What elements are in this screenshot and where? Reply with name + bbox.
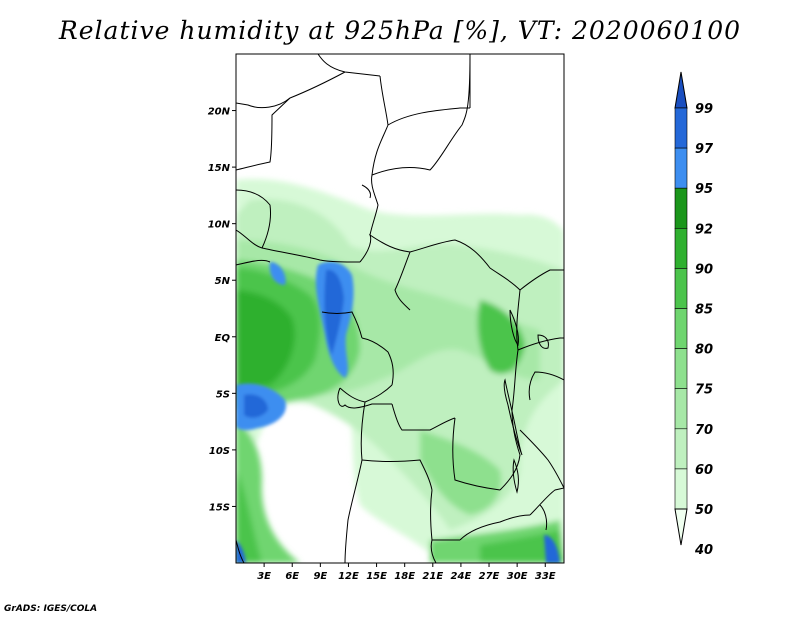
- colorbar-label: 85: [695, 303, 713, 318]
- plot-frame: [235, 53, 565, 564]
- lon-tick-label: 12E: [338, 571, 359, 582]
- colorbar-label: 50: [695, 503, 713, 518]
- map-title: Relative humidity at 925hPa [%], VT: 202…: [58, 16, 742, 45]
- colorbar-label: 97: [695, 142, 714, 157]
- lon-tick-label: 30E: [507, 571, 528, 582]
- colorbar-label: 92: [695, 222, 713, 237]
- lon-tick-label: 18E: [394, 571, 415, 582]
- colorbar-swatch: [674, 308, 688, 349]
- lat-tick-label: 10S: [209, 446, 230, 457]
- colorbar-swatch: [674, 228, 688, 269]
- lon-tick-label: 6E: [285, 571, 299, 582]
- lon-tick-label: 33E: [535, 571, 556, 582]
- lon-tick-label: 27E: [479, 571, 500, 582]
- colorbar-swatch: [674, 468, 688, 510]
- colorbar-swatch: [674, 348, 688, 390]
- colorbar-label: 70: [695, 423, 713, 438]
- colorbar-swatch: [674, 388, 688, 430]
- colorbar-label: 80: [695, 343, 713, 358]
- lat-tick-label: 5N: [215, 276, 231, 287]
- latitude-axis: 20N 15N 10N 5N EQ 5S 10S 15S: [208, 107, 236, 513]
- longitude-axis: 3E 6E 9E 12E 15E 18E 21E 24E 27E 30E 33E: [257, 563, 556, 582]
- humidity-field: [236, 54, 564, 563]
- colorbar-swatch: [674, 268, 688, 309]
- colorbar-swatch: [674, 428, 688, 470]
- lat-tick-label: 10N: [208, 220, 231, 231]
- colorbar-label: 95: [695, 182, 713, 197]
- lon-tick-label: 9E: [313, 571, 327, 582]
- lon-tick-label: 3E: [257, 571, 271, 582]
- lat-tick-label: EQ: [215, 333, 231, 344]
- lat-tick-label: 15S: [209, 502, 230, 513]
- colorbar-swatch: [674, 147, 688, 189]
- colorbar-top-triangle: [674, 71, 688, 109]
- lat-tick-label: 20N: [208, 107, 231, 118]
- lon-tick-label: 15E: [366, 571, 387, 582]
- colorbar: 99 97 95 92 90 85 80 75 70 60 50 40: [674, 71, 714, 558]
- lat-tick-label: 5S: [216, 389, 230, 400]
- colorbar-label: 75: [695, 383, 713, 398]
- lake-outlines: [361, 184, 549, 531]
- lon-tick-label: 24E: [451, 571, 472, 582]
- colorbar-swatch: [674, 187, 688, 229]
- colorbar-swatch: [674, 107, 688, 149]
- colorbar-label: 60: [695, 463, 713, 478]
- colorbar-label: 90: [695, 262, 713, 277]
- country-borders: [236, 54, 564, 563]
- colorbar-bottom-triangle: [674, 508, 688, 546]
- colorbar-label: 40: [694, 543, 713, 558]
- grads-credit: GrADS: IGES/COLA: [4, 604, 98, 614]
- lon-tick-label: 21E: [422, 571, 443, 582]
- colorbar-label: 99: [695, 102, 713, 117]
- lat-tick-label: 15N: [208, 163, 231, 174]
